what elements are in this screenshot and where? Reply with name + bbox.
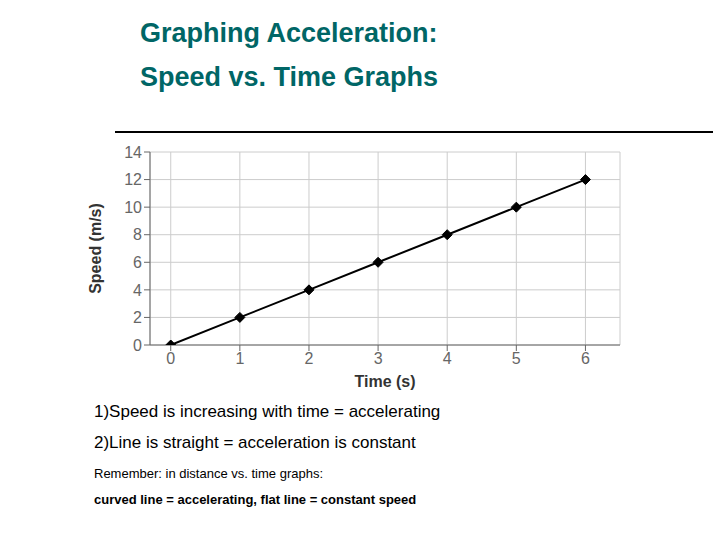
svg-text:6: 6	[581, 350, 590, 367]
svg-text:8: 8	[133, 226, 142, 243]
svg-text:5: 5	[512, 350, 521, 367]
svg-text:0: 0	[133, 337, 142, 354]
html-text:1)Speed is increasing with tim: 1)Speed is increasing with time = accele…	[94, 402, 441, 421]
svg-text:1: 1	[235, 350, 244, 367]
svg-text:3: 3	[374, 350, 383, 367]
html-text:Graphing Acceleration:: Graphing Acceleration:	[140, 18, 438, 48]
svg-text:Time (s): Time (s)	[354, 373, 415, 390]
svg-text:12: 12	[124, 171, 142, 188]
svg-text:4: 4	[133, 282, 142, 299]
svg-text:14: 14	[124, 144, 142, 161]
svg-text:0: 0	[166, 350, 175, 367]
svg-text:2: 2	[133, 309, 142, 326]
html-text:2)Line is straight = accelerat: 2)Line is straight = acceleration is con…	[94, 433, 416, 452]
html-text:curved line = accelerating, fl: curved line = accelerating, flat line = …	[94, 492, 417, 507]
svg-text:Speed (m/s): Speed (m/s)	[87, 203, 104, 294]
html-text:Remember: in distance vs. time: Remember: in distance vs. time graphs:	[94, 466, 323, 481]
html-text:Speed vs. Time Graphs: Speed vs. Time Graphs	[140, 62, 439, 92]
svg-text:4: 4	[443, 350, 452, 367]
svg-text:10: 10	[124, 199, 142, 216]
svg-text:2: 2	[305, 350, 314, 367]
svg-text:6: 6	[133, 254, 142, 271]
